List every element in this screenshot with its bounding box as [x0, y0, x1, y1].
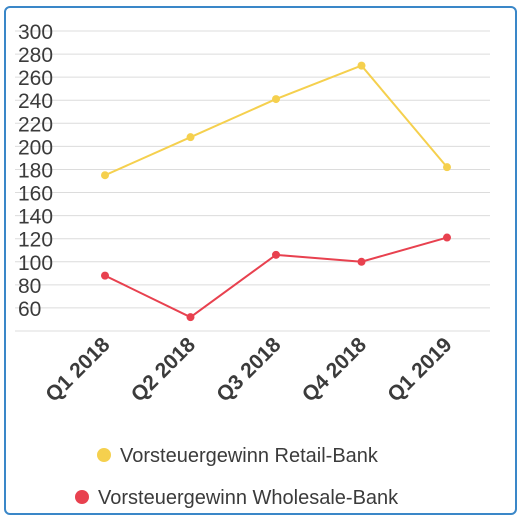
data-point-2-5[interactable] — [443, 233, 451, 242]
y-tick-label-200: 200 — [18, 136, 53, 159]
series-line-2 — [104, 236, 448, 319]
legend-item-wholesale[interactable]: Vorsteuergewinn Wholesale-Bank — [75, 487, 399, 509]
legend: Vorsteuergewinn Retail-Bank Vorsteuergew… — [75, 445, 399, 509]
series-line-1 — [104, 64, 448, 177]
legend-item-retail[interactable]: Vorsteuergewinn Retail-Bank — [97, 445, 379, 467]
legend-label-retail: Vorsteuergewinn Retail-Bank — [120, 445, 379, 467]
data-point-2-2[interactable] — [186, 313, 195, 322]
y-tick-label-260: 260 — [18, 67, 53, 90]
chart-frame — [4, 6, 517, 515]
y-tick-label-240: 240 — [18, 90, 53, 113]
y-tick-label-280: 280 — [18, 44, 53, 67]
y-tick-label-160: 160 — [18, 183, 53, 206]
y-tick-label-220: 220 — [18, 113, 53, 136]
data-point-2-1[interactable] — [101, 271, 109, 280]
x-tick-label-2: Q2 2018 — [127, 333, 200, 406]
x-tick-label-4: Q4 2018 — [298, 333, 371, 406]
y-tick-label-120: 120 — [18, 229, 53, 252]
data-point-1-2[interactable] — [186, 133, 195, 142]
data-point-1-4[interactable] — [357, 61, 366, 70]
gridlines — [15, 30, 490, 332]
y-tick-label-100: 100 — [18, 252, 53, 275]
y-tick-label-300: 300 — [18, 21, 53, 44]
data-point-1-3[interactable] — [272, 95, 280, 104]
x-axis-ticks: Q1 2018 Q2 2018 Q3 2018 Q4 2018 Q1 2019 — [41, 333, 456, 406]
y-tick-label-60: 60 — [18, 298, 41, 321]
data-point-2-3[interactable] — [272, 250, 280, 259]
legend-marker-retail — [97, 448, 111, 462]
x-tick-label-5: Q1 2019 — [383, 333, 456, 406]
x-tick-label-1: Q1 2018 — [41, 333, 114, 406]
series-lines — [104, 64, 448, 319]
data-point-2-4[interactable] — [357, 257, 366, 266]
x-tick-label-3: Q3 2018 — [212, 333, 285, 406]
data-point-1-1[interactable] — [101, 171, 109, 180]
legend-label-wholesale: Vorsteuergewinn Wholesale-Bank — [98, 487, 399, 509]
y-tick-label-180: 180 — [18, 159, 53, 182]
series-points — [101, 61, 451, 322]
legend-marker-wholesale — [75, 490, 89, 504]
data-point-1-5[interactable] — [443, 163, 451, 172]
y-tick-label-80: 80 — [18, 275, 41, 298]
y-tick-label-140: 140 — [18, 206, 53, 229]
